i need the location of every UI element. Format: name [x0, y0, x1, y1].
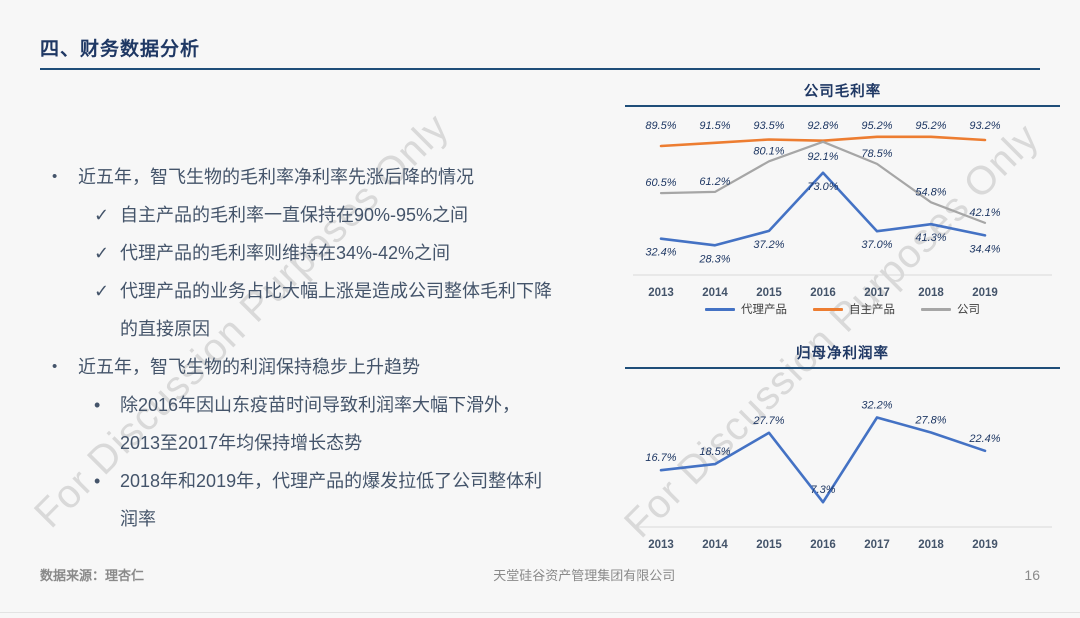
bullet-marker: • [94, 395, 101, 415]
legend-swatch [813, 307, 843, 311]
axis-tick-label: 2019 [972, 287, 998, 299]
bullet-item-0: • 近五年，智飞生物的毛利率净利率先涨后降的情况 [52, 158, 618, 196]
slide-header: 四、财务数据分析 [40, 34, 1040, 70]
bullet-item-4: • 近五年，智飞生物的利润保持稳步上升趋势 [52, 348, 618, 386]
legend-swatch [705, 307, 735, 311]
page-number: 16 [1024, 567, 1040, 583]
axis-tick-label: 2014 [702, 287, 728, 299]
data-label: 37.2% [753, 239, 784, 251]
data-label: 95.2% [915, 120, 946, 132]
net-margin-chart: 归母净利润率 16.7% 18.5% 27.7% 7.3% 32.2% 27.8% 22.4… [625, 342, 1060, 555]
axis-tick-label: 2015 [756, 539, 782, 551]
company-name: 天堂硅谷资产管理集团有限公司 [493, 568, 676, 583]
data-label: 22.4% [968, 433, 1000, 445]
legend-item-0: 代理产品 [705, 301, 787, 317]
data-label: 32.4% [645, 247, 676, 259]
data-label: 18.5% [699, 446, 730, 458]
data-label: 28.3% [698, 253, 730, 265]
gross-margin-chart: 公司毛利率 32.4% 28.3% 37.2% 73.0% 37.0% 41.3% 34.4… [625, 80, 1060, 317]
axis-tick-label: 2019 [972, 539, 998, 551]
data-label: 60.5% [645, 177, 676, 189]
bullet-text: 近五年，智飞生物的利润保持稳步上升趋势 [78, 357, 420, 377]
data-label: 32.2% [861, 400, 892, 412]
bullet-marker: ✓ [94, 205, 110, 225]
data-label: 27.8% [914, 415, 946, 427]
data-label: 61.2% [699, 176, 730, 188]
net-margin-chart-plot: 16.7% 18.5% 27.7% 7.3% 32.2% 27.8% 22.4% 2013 20… [633, 400, 1052, 551]
bottom-divider [0, 612, 1080, 613]
data-label: 27.7% [752, 415, 784, 427]
axis-tick-label: 2016 [810, 287, 836, 299]
title-underline [40, 68, 1040, 70]
legend-swatch [921, 307, 951, 311]
data-label: 16.7% [645, 452, 676, 464]
legend-item-2: 公司 [921, 301, 980, 317]
data-label: 93.2% [969, 120, 1000, 132]
series-line-2 [659, 140, 987, 225]
axis-tick-label: 2018 [918, 287, 944, 299]
gross-margin-chart-title: 公司毛利率 [803, 84, 882, 100]
bullet-item-3: ✓ 代理产品的业务占比大幅上涨是造成公司整体毛利下降 的直接原因 [52, 272, 618, 348]
net-margin-chart-title: 归母净利润率 [796, 346, 889, 362]
axis-tick-label: 2014 [702, 539, 728, 551]
bullet-text: 除2016年因山东疫苗时间导致利润率大幅下滑外， 2013至2017年均保持增长… [120, 395, 521, 453]
axis-tick-label: 2013 [648, 287, 674, 299]
axis-tick-label: 2017 [864, 539, 890, 551]
gross-margin-chart-underline [625, 105, 1060, 107]
data-label: 93.5% [753, 120, 784, 132]
bullet-item-5: • 除2016年因山东疫苗时间导致利润率大幅下滑外， 2013至2017年均保持增… [52, 386, 618, 462]
gross-margin-chart-plot: 32.4% 28.3% 37.2% 73.0% 37.0% 41.3% 34.4% 89.5%… [633, 120, 1052, 299]
bullet-text: 自主产品的毛利率一直保持在90%-95%之间 [120, 205, 469, 225]
data-label: 37.0% [861, 239, 892, 251]
data-label: 95.2% [861, 120, 892, 132]
bullet-item-6: • 2018年和2019年，代理产品的爆发拉低了公司整体利 润率 [52, 462, 618, 538]
axis-tick-label: 2017 [864, 287, 890, 299]
bullet-marker: • [52, 168, 58, 185]
bullet-text: 代理产品的毛利率则维持在34%-42%之间 [120, 243, 451, 263]
data-label: 92.8% [807, 120, 838, 132]
legend-item-1: 自主产品 [813, 301, 895, 317]
data-label: 91.5% [699, 120, 730, 132]
data-label: 34.4% [969, 243, 1000, 255]
data-label: 54.8% [915, 186, 946, 198]
axis-tick-label: 2018 [918, 539, 944, 551]
data-label: 92.1% [807, 151, 838, 163]
bullet-marker: ✓ [94, 281, 110, 301]
bullet-marker: ✓ [94, 243, 110, 263]
bullet-marker: • [52, 358, 58, 375]
data-source: 数据来源：理杏仁 [40, 568, 145, 583]
data-label: 80.1% [753, 145, 784, 157]
series-line-0 [659, 171, 987, 247]
slide-footer: 数据来源：理杏仁 天堂硅谷资产管理集团有限公司 16 [40, 565, 1040, 584]
data-label: 41.3% [915, 232, 946, 244]
series-line-0 [659, 416, 987, 504]
legend-label: 公司 [957, 304, 980, 316]
bullet-list: • 近五年，智飞生物的毛利率净利率先涨后降的情况 ✓ 自主产品的毛利率一直保持在90%… [52, 158, 618, 538]
data-label: 78.5% [861, 148, 892, 160]
bullet-text: 2018年和2019年，代理产品的爆发拉低了公司整体利 润率 [120, 471, 543, 529]
axis-tick-label: 2016 [810, 539, 836, 551]
gross-margin-chart-legend: 代理产品 自主产品 公司 [625, 301, 1060, 317]
bullet-text: 代理产品的业务占比大幅上涨是造成公司整体毛利下降 的直接原因 [120, 281, 552, 339]
data-label: 73.0% [807, 181, 838, 193]
data-label: 42.1% [969, 207, 1000, 219]
bullet-item-2: ✓ 代理产品的毛利率则维持在34%-42%之间 [52, 234, 618, 272]
axis-tick-label: 2015 [756, 287, 782, 299]
bullet-item-1: ✓ 自主产品的毛利率一直保持在90%-95%之间 [52, 196, 618, 234]
bullet-marker: • [94, 471, 101, 491]
net-margin-chart-underline [625, 367, 1060, 369]
page-title: 四、财务数据分析 [40, 39, 201, 60]
data-label: 7.3% [810, 484, 835, 496]
legend-label: 自主产品 [849, 304, 895, 316]
data-label: 89.5% [645, 120, 676, 132]
axis-tick-label: 2013 [648, 539, 674, 551]
series-line-1 [659, 135, 987, 148]
bullet-text: 近五年，智飞生物的毛利率净利率先涨后降的情况 [78, 167, 474, 187]
legend-label: 代理产品 [741, 304, 787, 316]
